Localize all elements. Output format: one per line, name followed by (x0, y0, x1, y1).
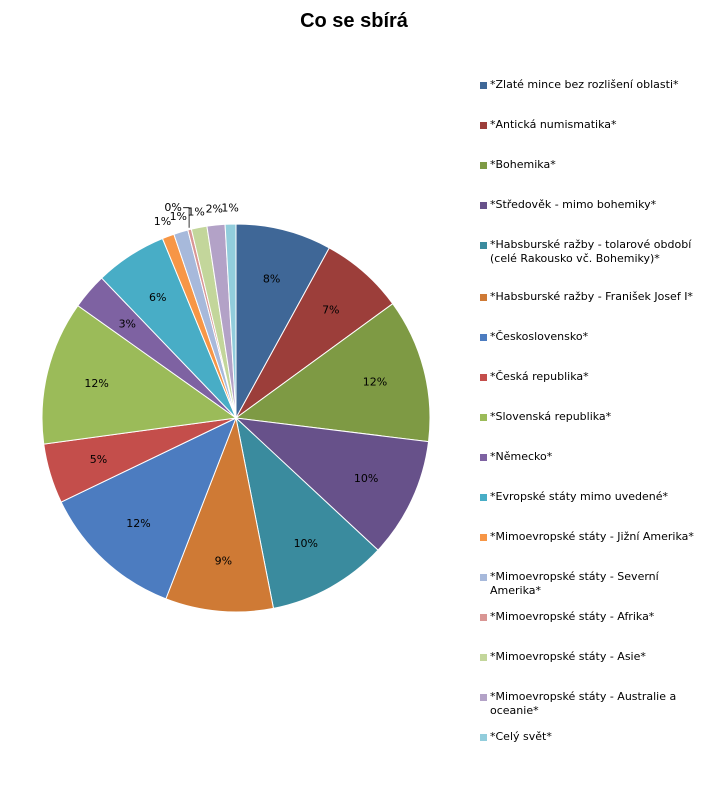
legend-item-3: *Středověk - mimo bohemiky* (480, 198, 702, 212)
legend-label-16: *Celý svět* (490, 730, 552, 743)
slice-label-15: 2% (206, 203, 223, 216)
slice-label-11: 1% (154, 215, 171, 228)
legend-label-8: *Slovenská republika* (490, 410, 612, 423)
leader-lines (183, 207, 190, 228)
legend-label-15: *Mimoevropské státy - Australie a oceani… (490, 690, 677, 717)
legend-item-5: *Habsburské ražby - Franišek Josef I* (480, 290, 702, 304)
pie-slice-3 (234, 417, 430, 551)
chart-title: Co se sbírá (300, 10, 408, 32)
legend-label-11: *Mimoevropské státy - Jižní Amerika* (490, 530, 694, 543)
legend-label-0: *Zlaté mince bez rozlišení oblasti* (490, 78, 679, 91)
legend-item-12: *Mimoevropské státy - Severní Amerika* (480, 570, 702, 598)
pie-slice-6 (60, 417, 237, 600)
legend-label-3: *Středověk - mimo bohemiky* (490, 198, 657, 211)
slice-label-4: 10% (294, 537, 318, 550)
legend-swatch-13 (480, 614, 487, 621)
legend-item-13: *Mimoevropské státy - Afrika* (480, 610, 702, 624)
slice-label-10: 6% (149, 291, 166, 304)
slice-label-7: 5% (90, 453, 107, 466)
legend-item-1: *Antická numismatika* (480, 118, 702, 132)
legend-item-15: *Mimoevropské státy - Australie a oceani… (480, 690, 702, 718)
slice-label-12: 1% (170, 210, 187, 223)
leader-line-13 (183, 207, 190, 228)
legend-label-2: *Bohemika* (490, 158, 556, 171)
slice-label-8: 12% (84, 377, 108, 390)
legend-item-2: *Bohemika* (480, 158, 702, 172)
slice-label-13: 0% (164, 201, 181, 214)
slice-label-3: 10% (354, 472, 378, 485)
legend-swatch-4 (480, 242, 487, 249)
legend-item-4: *Habsburské ražby - tolarové období (cel… (480, 238, 702, 266)
slice-label-6: 12% (126, 517, 150, 530)
legend-label-7: *Česká republika* (490, 370, 589, 383)
slice-label-16: 1% (221, 202, 238, 215)
legend-swatch-5 (480, 294, 487, 301)
pie-slices (41, 223, 431, 613)
legend-swatch-6 (480, 334, 487, 341)
legend-label-1: *Antická numismatika* (490, 118, 617, 131)
legend-label-10: *Evropské státy mimo uvedené* (490, 490, 668, 503)
slice-label-5: 9% (215, 555, 232, 568)
legend-swatch-12 (480, 574, 487, 581)
legend-swatch-7 (480, 374, 487, 381)
slice-label-1: 7% (322, 304, 339, 317)
legend-swatch-16 (480, 734, 487, 741)
pie-slice-5 (165, 416, 275, 613)
legend-item-6: *Československo* (480, 330, 702, 344)
legend-swatch-1 (480, 122, 487, 129)
legend-label-12: *Mimoevropské státy - Severní Amerika* (490, 570, 659, 597)
legend-label-9: *Německo* (490, 450, 553, 463)
pie-slice-8 (41, 304, 238, 445)
legend-swatch-11 (480, 534, 487, 541)
pie-slice-2 (234, 302, 431, 443)
legend-item-14: *Mimoevropské státy - Asie* (480, 650, 702, 664)
legend-swatch-8 (480, 414, 487, 421)
slice-labels: 8%7%12%10%10%9%12%5%12%3%6%1%1%0% 1% 2%1% (84, 201, 387, 567)
slice-label-14: 1% (187, 205, 204, 218)
legend-label-5: *Habsburské ražby - Franišek Josef I* (490, 290, 693, 303)
legend-label-14: *Mimoevropské státy - Asie* (490, 650, 646, 663)
slice-label-9: 3% (119, 318, 136, 331)
pie-slice-16 (224, 223, 237, 419)
legend-swatch-2 (480, 162, 487, 169)
legend-swatch-10 (480, 494, 487, 501)
legend-label-4: *Habsburské ražby - tolarové období (cel… (490, 238, 692, 265)
pie-slice-4 (235, 416, 379, 609)
legend-item-8: *Slovenská republika* (480, 410, 702, 424)
legend-item-16: *Celý svět* (480, 730, 702, 744)
legend-swatch-9 (480, 454, 487, 461)
legend-label-6: *Československo* (490, 330, 589, 343)
legend-item-0: *Zlaté mince bez rozlišení oblasti* (480, 78, 702, 92)
legend-swatch-3 (480, 202, 487, 209)
slice-label-0: 8% (263, 272, 280, 285)
slice-label-2: 12% (363, 375, 387, 388)
legend-swatch-14 (480, 654, 487, 661)
legend-item-9: *Německo* (480, 450, 702, 464)
legend-item-11: *Mimoevropské státy - Jižní Amerika* (480, 530, 702, 544)
pie-slice-0 (235, 223, 330, 419)
legend-swatch-15 (480, 694, 487, 701)
legend-item-7: *Česká republika* (480, 370, 702, 384)
legend-item-10: *Evropské státy mimo uvedené* (480, 490, 702, 504)
legend-swatch-0 (480, 82, 487, 89)
legend-label-13: *Mimoevropské státy - Afrika* (490, 610, 655, 623)
